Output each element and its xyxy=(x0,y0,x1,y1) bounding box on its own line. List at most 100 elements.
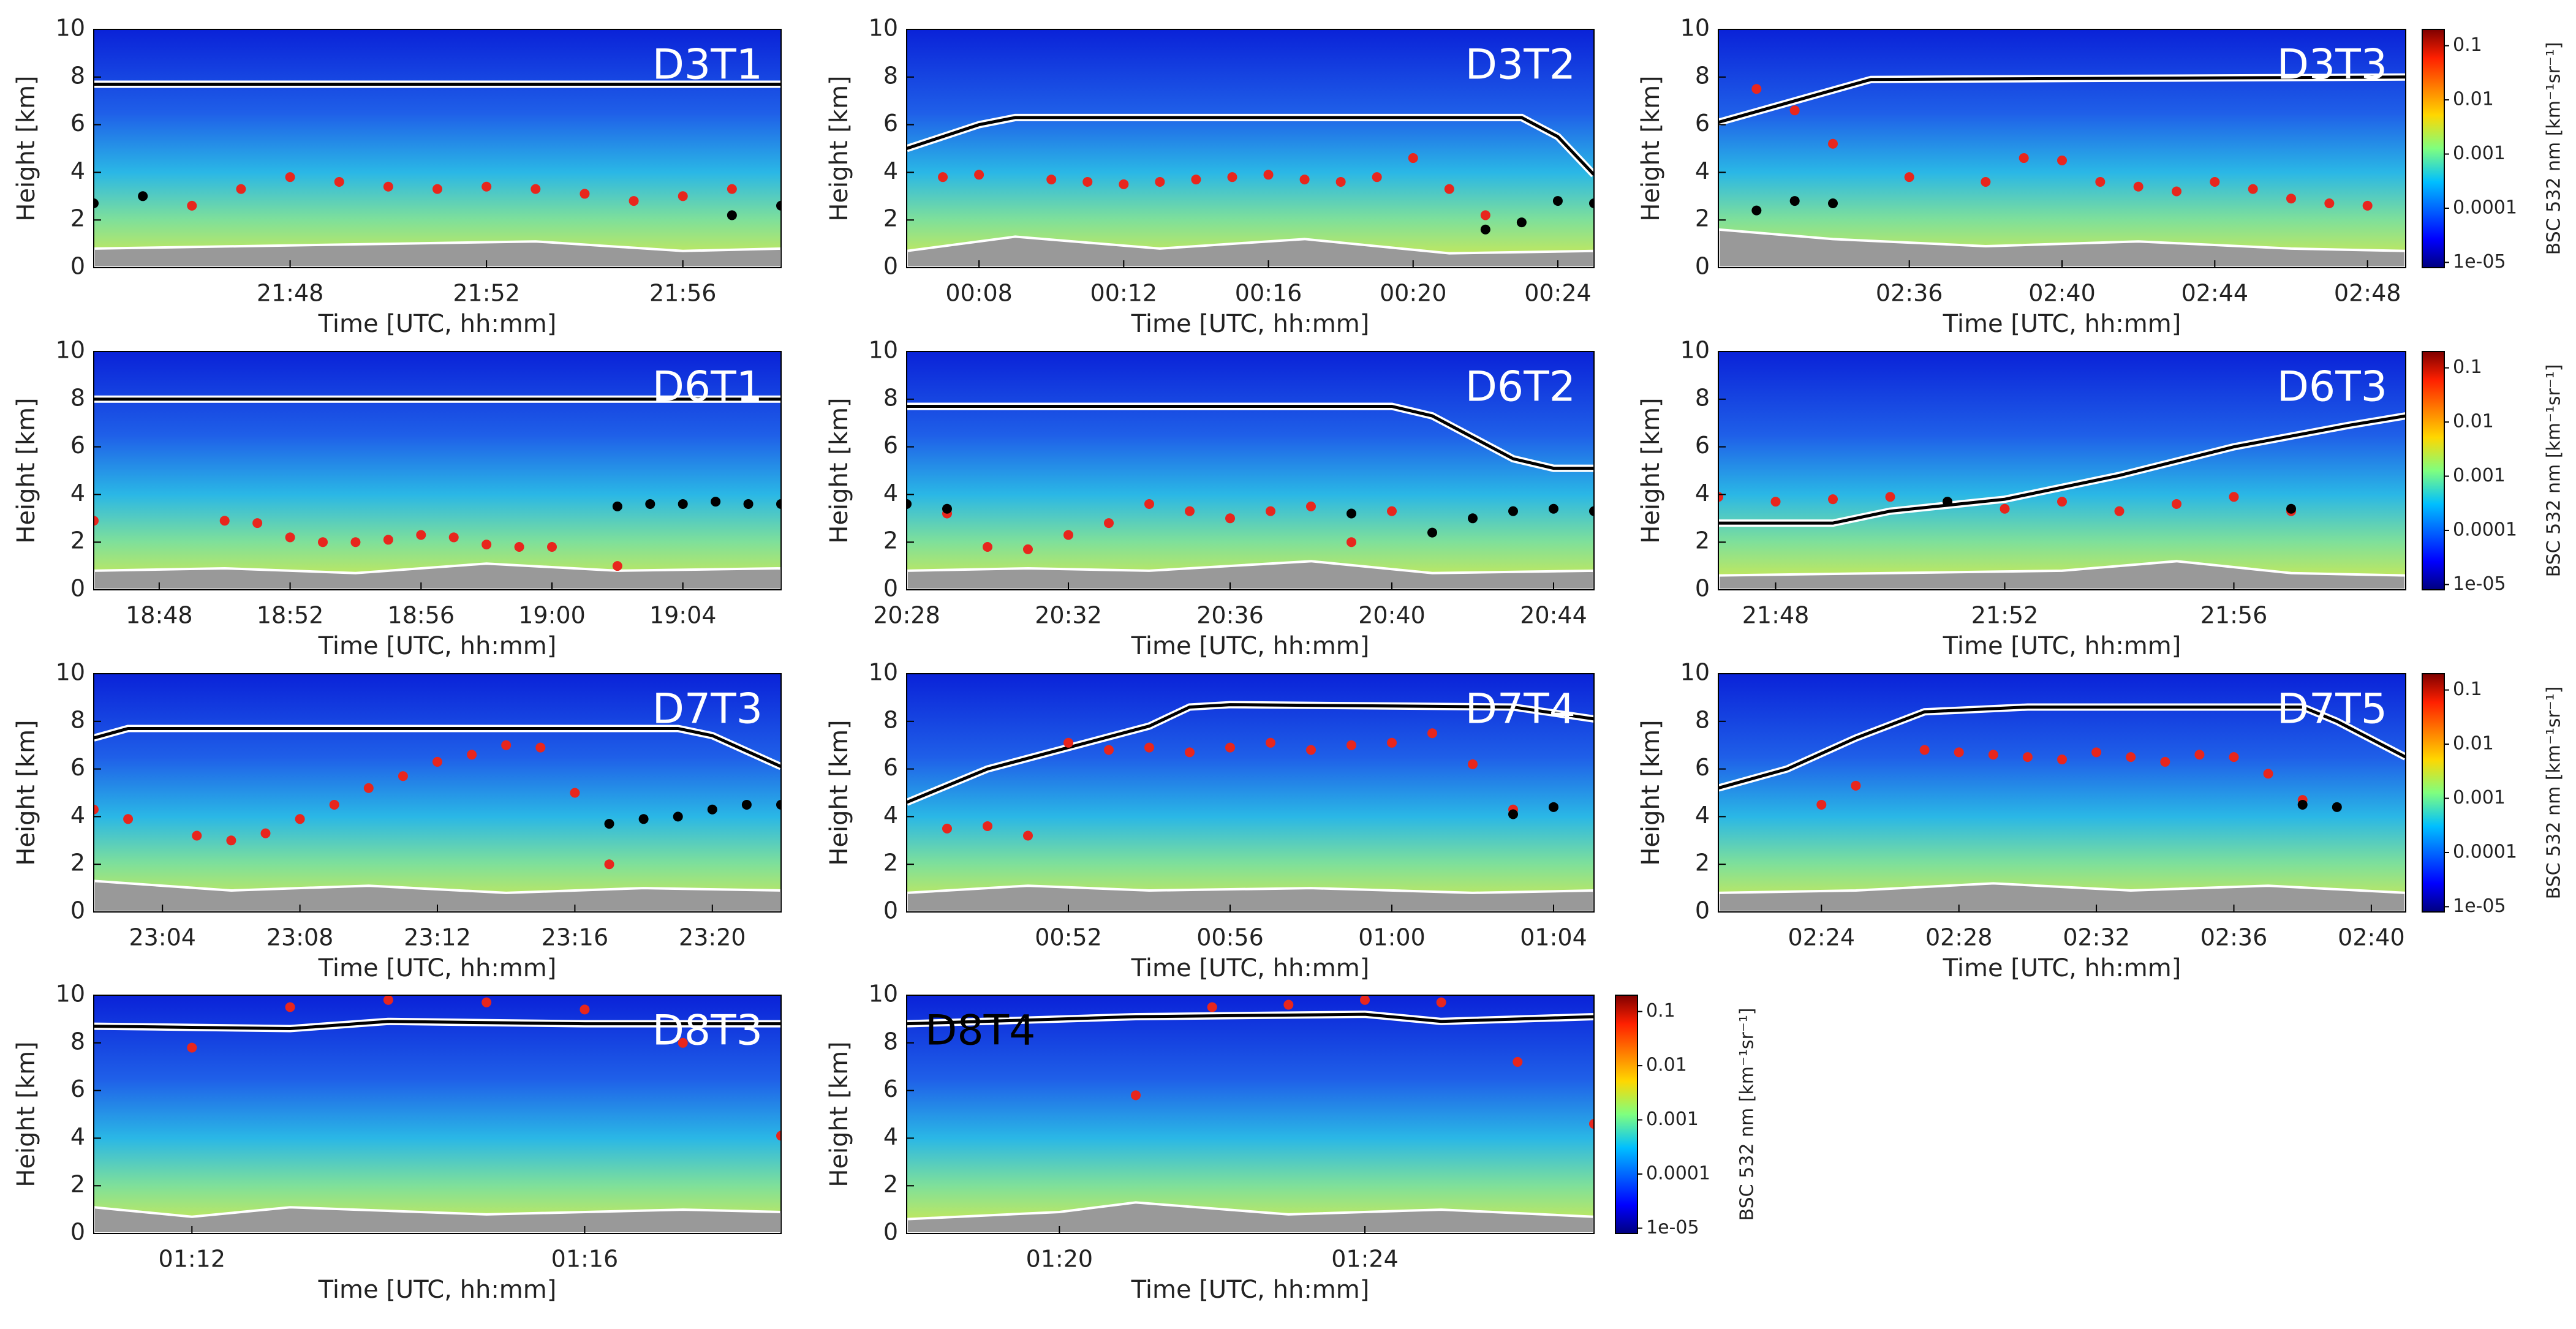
y-tick-label: 10 xyxy=(869,981,898,1007)
y-tick-label: 2 xyxy=(883,205,898,232)
point xyxy=(1549,802,1558,812)
x-tick-label: 21:52 xyxy=(453,280,520,307)
x-tick-label: 21:48 xyxy=(257,280,324,307)
point xyxy=(1408,153,1418,164)
point xyxy=(1185,506,1195,516)
point xyxy=(942,823,952,834)
y-axis-label: Height [km] xyxy=(825,1041,853,1187)
x-tick-label: 23:12 xyxy=(404,924,471,951)
plot-frame xyxy=(906,995,1595,1234)
point xyxy=(1131,1090,1141,1101)
plot-frame xyxy=(1718,351,2406,590)
panel-title: D6T2 xyxy=(1465,363,1576,412)
point xyxy=(467,750,477,760)
point xyxy=(741,799,752,810)
point xyxy=(1023,544,1033,554)
x-axis-label: Time [UTC, hh:mm] xyxy=(318,632,557,660)
point xyxy=(974,170,984,180)
point xyxy=(776,1131,781,1141)
point xyxy=(383,181,393,192)
point xyxy=(318,537,328,548)
point xyxy=(1387,737,1397,748)
y-tick-label: 6 xyxy=(1695,754,1710,781)
y-tick-label: 10 xyxy=(1680,15,1710,42)
y-tick-label: 8 xyxy=(70,1028,85,1055)
x-tick-label: 01:20 xyxy=(1026,1246,1093,1273)
point xyxy=(2022,752,2033,762)
point xyxy=(1155,176,1165,187)
point xyxy=(1789,196,1800,206)
panel: 0 2 4 6 8 10 21:48 21:52 21:56 Time [UTC, hh:mm] H… xyxy=(1637,337,2565,661)
x-tick-label: 23:08 xyxy=(266,924,334,951)
point xyxy=(1063,530,1073,540)
colorbar xyxy=(2422,351,2445,590)
point xyxy=(2000,503,2010,514)
x-tick-label: 01:16 xyxy=(551,1246,619,1273)
point xyxy=(2324,198,2335,208)
point xyxy=(94,516,99,526)
terrain xyxy=(94,879,781,912)
colorbar-label: BSC 532 nm [km⁻¹sr⁻¹] xyxy=(2544,687,2565,900)
colorbar-tick-label: 0.0001 xyxy=(2453,519,2517,540)
y-tick-label: 2 xyxy=(70,849,85,876)
point xyxy=(1904,172,1914,183)
y-tick-label: 6 xyxy=(70,432,85,459)
x-tick-label: 19:00 xyxy=(518,602,586,629)
point xyxy=(1225,513,1235,524)
point xyxy=(1372,172,1382,183)
terrain xyxy=(907,884,1594,912)
y-tick-label: 2 xyxy=(70,527,85,554)
point xyxy=(604,859,614,870)
y-axis-label: Height [km] xyxy=(12,397,40,543)
y-tick-label: 8 xyxy=(1695,706,1710,733)
panel-title: D8T3 xyxy=(652,1007,763,1055)
y-tick-label: 6 xyxy=(883,110,898,137)
point xyxy=(1436,997,1446,1007)
y-tick-label: 6 xyxy=(70,754,85,781)
y-axis-label: Height [km] xyxy=(825,75,853,221)
y-tick-label: 2 xyxy=(1695,205,1710,232)
y-tick-label: 2 xyxy=(883,849,898,876)
colorbar-tick-label: 0.001 xyxy=(2453,465,2506,486)
point xyxy=(1919,745,1930,755)
y-tick-label: 0 xyxy=(883,575,898,602)
x-axis-label: Time [UTC, hh:mm] xyxy=(1131,310,1370,338)
terrain xyxy=(907,235,1594,268)
panel-title: D8T4 xyxy=(925,1007,1035,1055)
point xyxy=(727,210,737,220)
y-tick-label: 6 xyxy=(883,754,898,781)
y-tick-label: 4 xyxy=(883,157,898,184)
point xyxy=(1427,728,1437,739)
point xyxy=(350,537,361,548)
y-tick-label: 10 xyxy=(56,659,85,686)
x-tick-label: 21:52 xyxy=(1971,602,2039,629)
point xyxy=(612,501,622,511)
point xyxy=(1023,830,1033,841)
panel: 0 2 4 6 8 10 01:12 01:16 Time [UTC, hh:mm] Height… xyxy=(12,981,782,1304)
point xyxy=(2172,499,2181,509)
colorbar xyxy=(2422,29,2445,268)
x-tick-label: 21:56 xyxy=(2200,602,2268,629)
point xyxy=(2286,503,2296,514)
y-axis-label: Height [km] xyxy=(825,397,853,543)
point xyxy=(1851,780,1861,791)
point xyxy=(416,530,426,540)
plot-area xyxy=(907,402,1594,590)
point xyxy=(295,814,305,824)
point xyxy=(1046,175,1057,185)
point xyxy=(2057,755,2067,765)
point xyxy=(1225,742,1235,753)
line xyxy=(94,726,781,768)
x-tick-label: 02:40 xyxy=(2338,924,2405,951)
panel-title: D6T3 xyxy=(2277,363,2387,412)
y-axis-label: Height [km] xyxy=(12,720,40,865)
colorbar-tick-label: 0.01 xyxy=(2453,733,2494,755)
y-axis-label: Height [km] xyxy=(12,1041,40,1187)
point xyxy=(2091,747,2102,758)
x-tick-label: 00:08 xyxy=(945,280,1013,307)
point xyxy=(1589,506,1594,516)
point xyxy=(1549,503,1558,514)
point xyxy=(1508,506,1518,516)
point xyxy=(2057,497,2067,507)
y-axis-label: Height [km] xyxy=(1637,397,1665,543)
